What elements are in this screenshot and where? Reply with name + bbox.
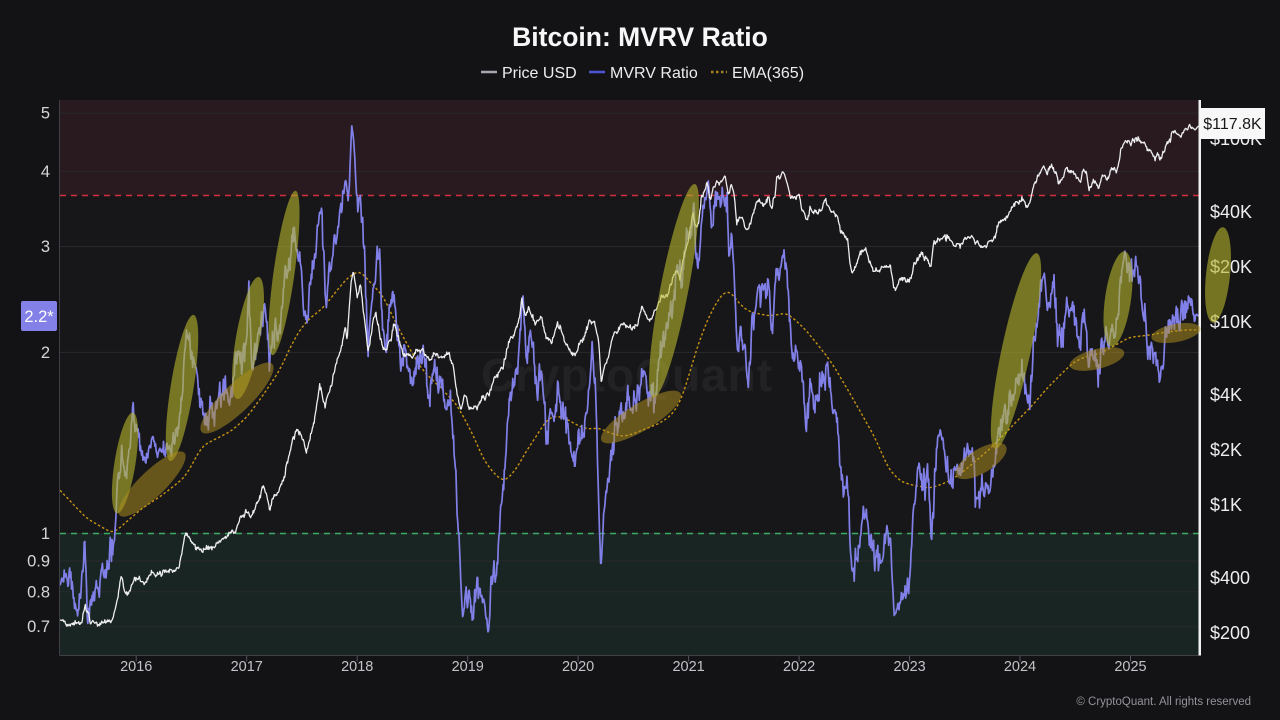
svg-text:$2K: $2K [1210, 440, 1242, 460]
svg-text:EMA(365): EMA(365) [732, 65, 804, 82]
svg-text:Price USD: Price USD [502, 65, 577, 82]
svg-text:2023: 2023 [893, 659, 925, 675]
svg-text:2018: 2018 [341, 659, 373, 675]
svg-text:2024: 2024 [1004, 659, 1036, 675]
svg-text:$200: $200 [1210, 623, 1250, 643]
svg-text:2021: 2021 [672, 659, 704, 675]
svg-text:MVRV Ratio: MVRV Ratio [610, 65, 698, 82]
svg-text:2022: 2022 [783, 659, 815, 675]
svg-text:$40K: $40K [1210, 202, 1252, 222]
svg-text:$1K: $1K [1210, 495, 1242, 515]
svg-text:0.8: 0.8 [27, 583, 50, 601]
svg-text:1: 1 [41, 525, 50, 543]
svg-text:2017: 2017 [231, 659, 263, 675]
svg-text:4: 4 [41, 163, 50, 181]
svg-text:2020: 2020 [562, 659, 594, 675]
svg-text:$4K: $4K [1210, 385, 1242, 405]
svg-text:2: 2 [41, 344, 50, 362]
svg-text:2.2*: 2.2* [24, 308, 54, 326]
svg-text:$400: $400 [1210, 568, 1250, 588]
svg-text:0.9: 0.9 [27, 553, 50, 571]
svg-text:0.7: 0.7 [27, 618, 50, 636]
svg-text:2019: 2019 [452, 659, 484, 675]
svg-text:$117.8K: $117.8K [1203, 116, 1262, 133]
svg-text:3: 3 [41, 238, 50, 256]
svg-text:$10K: $10K [1210, 312, 1252, 332]
svg-text:2016: 2016 [120, 659, 152, 675]
svg-text:Bitcoin: MVRV Ratio: Bitcoin: MVRV Ratio [512, 22, 768, 52]
svg-text:5: 5 [41, 105, 50, 123]
svg-text:2025: 2025 [1114, 659, 1146, 675]
svg-text:© CryptoQuant. All rights rese: © CryptoQuant. All rights reserved [1076, 696, 1251, 708]
